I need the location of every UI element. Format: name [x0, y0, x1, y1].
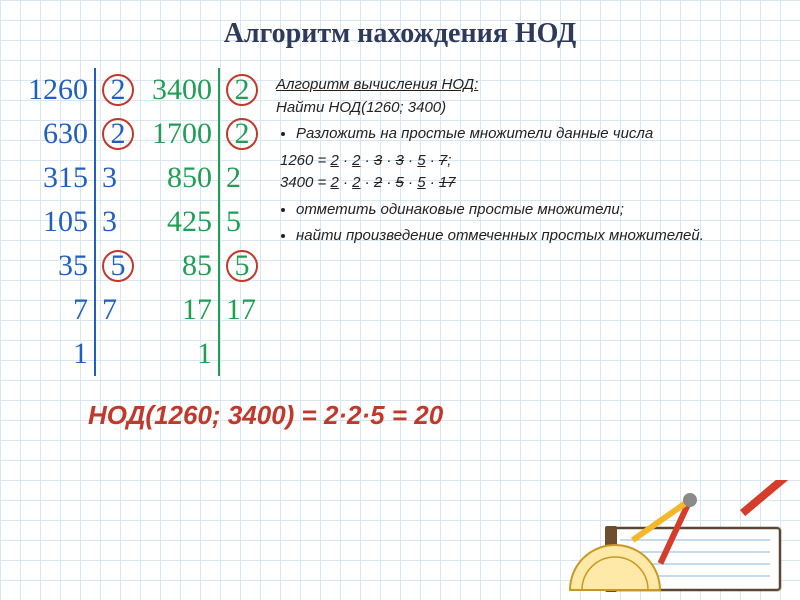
factor-value: 17	[226, 288, 256, 332]
circled-factor: 2	[226, 118, 258, 150]
stationery-illustration	[540, 480, 800, 600]
columns-row: 12606303151053571 223357 340017008504258…	[28, 68, 772, 376]
algo-heading: Алгоритм вычисления НОД:	[276, 74, 772, 97]
result-line: НОД(1260; 3400) = 2·2·5 = 20	[88, 400, 772, 431]
factor-value: 5	[102, 244, 134, 288]
factorization-3400: 3400170085042585171 2225517	[152, 68, 258, 376]
circled-factor: 2	[102, 118, 134, 150]
factor-value: 2	[226, 112, 258, 156]
quotient-value: 1700	[152, 112, 212, 156]
quotient-value: 1	[73, 332, 88, 376]
algo-bullet-1: Разложить на простые множители данные чи…	[296, 123, 772, 146]
factorization-3400-quotients: 3400170085042585171	[152, 68, 218, 376]
factor-line-3400: 3400 = 2 · 2 · 2 · 5 · 5 · 17	[280, 172, 772, 195]
algo-task: Найти НОД(1260; 3400)	[276, 97, 772, 120]
page-title: Алгоритм нахождения НОД	[28, 18, 772, 50]
factorization-1260-quotients: 12606303151053571	[28, 68, 94, 376]
factor-value: 2	[226, 156, 241, 200]
algo-bullet-3: найти произведение отмеченных простых мн…	[296, 225, 772, 248]
quotient-value: 630	[43, 112, 88, 156]
circled-factor: 5	[226, 250, 258, 282]
slide-content: Алгоритм нахождения НОД 1260630315105357…	[0, 0, 800, 449]
factor-value: 2	[226, 68, 258, 112]
quotient-value: 425	[167, 200, 212, 244]
quotient-value: 105	[43, 200, 88, 244]
quotient-value: 1	[197, 332, 212, 376]
factor-value: 7	[102, 288, 117, 332]
quotient-value: 850	[167, 156, 212, 200]
algo-list: Разложить на простые множители данные чи…	[296, 123, 772, 146]
quotient-value: 3400	[152, 68, 212, 112]
circled-factor: 5	[102, 250, 134, 282]
quotient-value: 7	[73, 288, 88, 332]
factor-value: 3	[102, 200, 117, 244]
factor-value: 2	[102, 112, 134, 156]
quotient-value: 85	[182, 244, 212, 288]
factor-value: 3	[102, 156, 117, 200]
circled-factor: 2	[226, 74, 258, 106]
factorization-1260-factors: 2 2 33 5 7	[94, 68, 134, 376]
algo-bullet-2: отметить одинаковые простые множители;	[296, 199, 772, 222]
factor-value: 5	[226, 200, 241, 244]
factorization-1260: 12606303151053571 223357	[28, 68, 134, 376]
factor-value: 5	[226, 244, 258, 288]
circled-factor: 2	[102, 74, 134, 106]
quotient-value: 35	[58, 244, 88, 288]
factorization-3400-factors: 2225517	[218, 68, 258, 376]
algorithm-text: Алгоритм вычисления НОД: Найти НОД(1260;…	[276, 68, 772, 252]
factor-value: 2	[102, 68, 134, 112]
quotient-value: 315	[43, 156, 88, 200]
quotient-value: 17	[182, 288, 212, 332]
factor-line-1260: 1260 = 2 · 2 · 3 · 3 · 5 · 7;	[280, 150, 772, 173]
algo-list-2: отметить одинаковые простые множители; н…	[296, 199, 772, 248]
quotient-value: 1260	[28, 68, 88, 112]
